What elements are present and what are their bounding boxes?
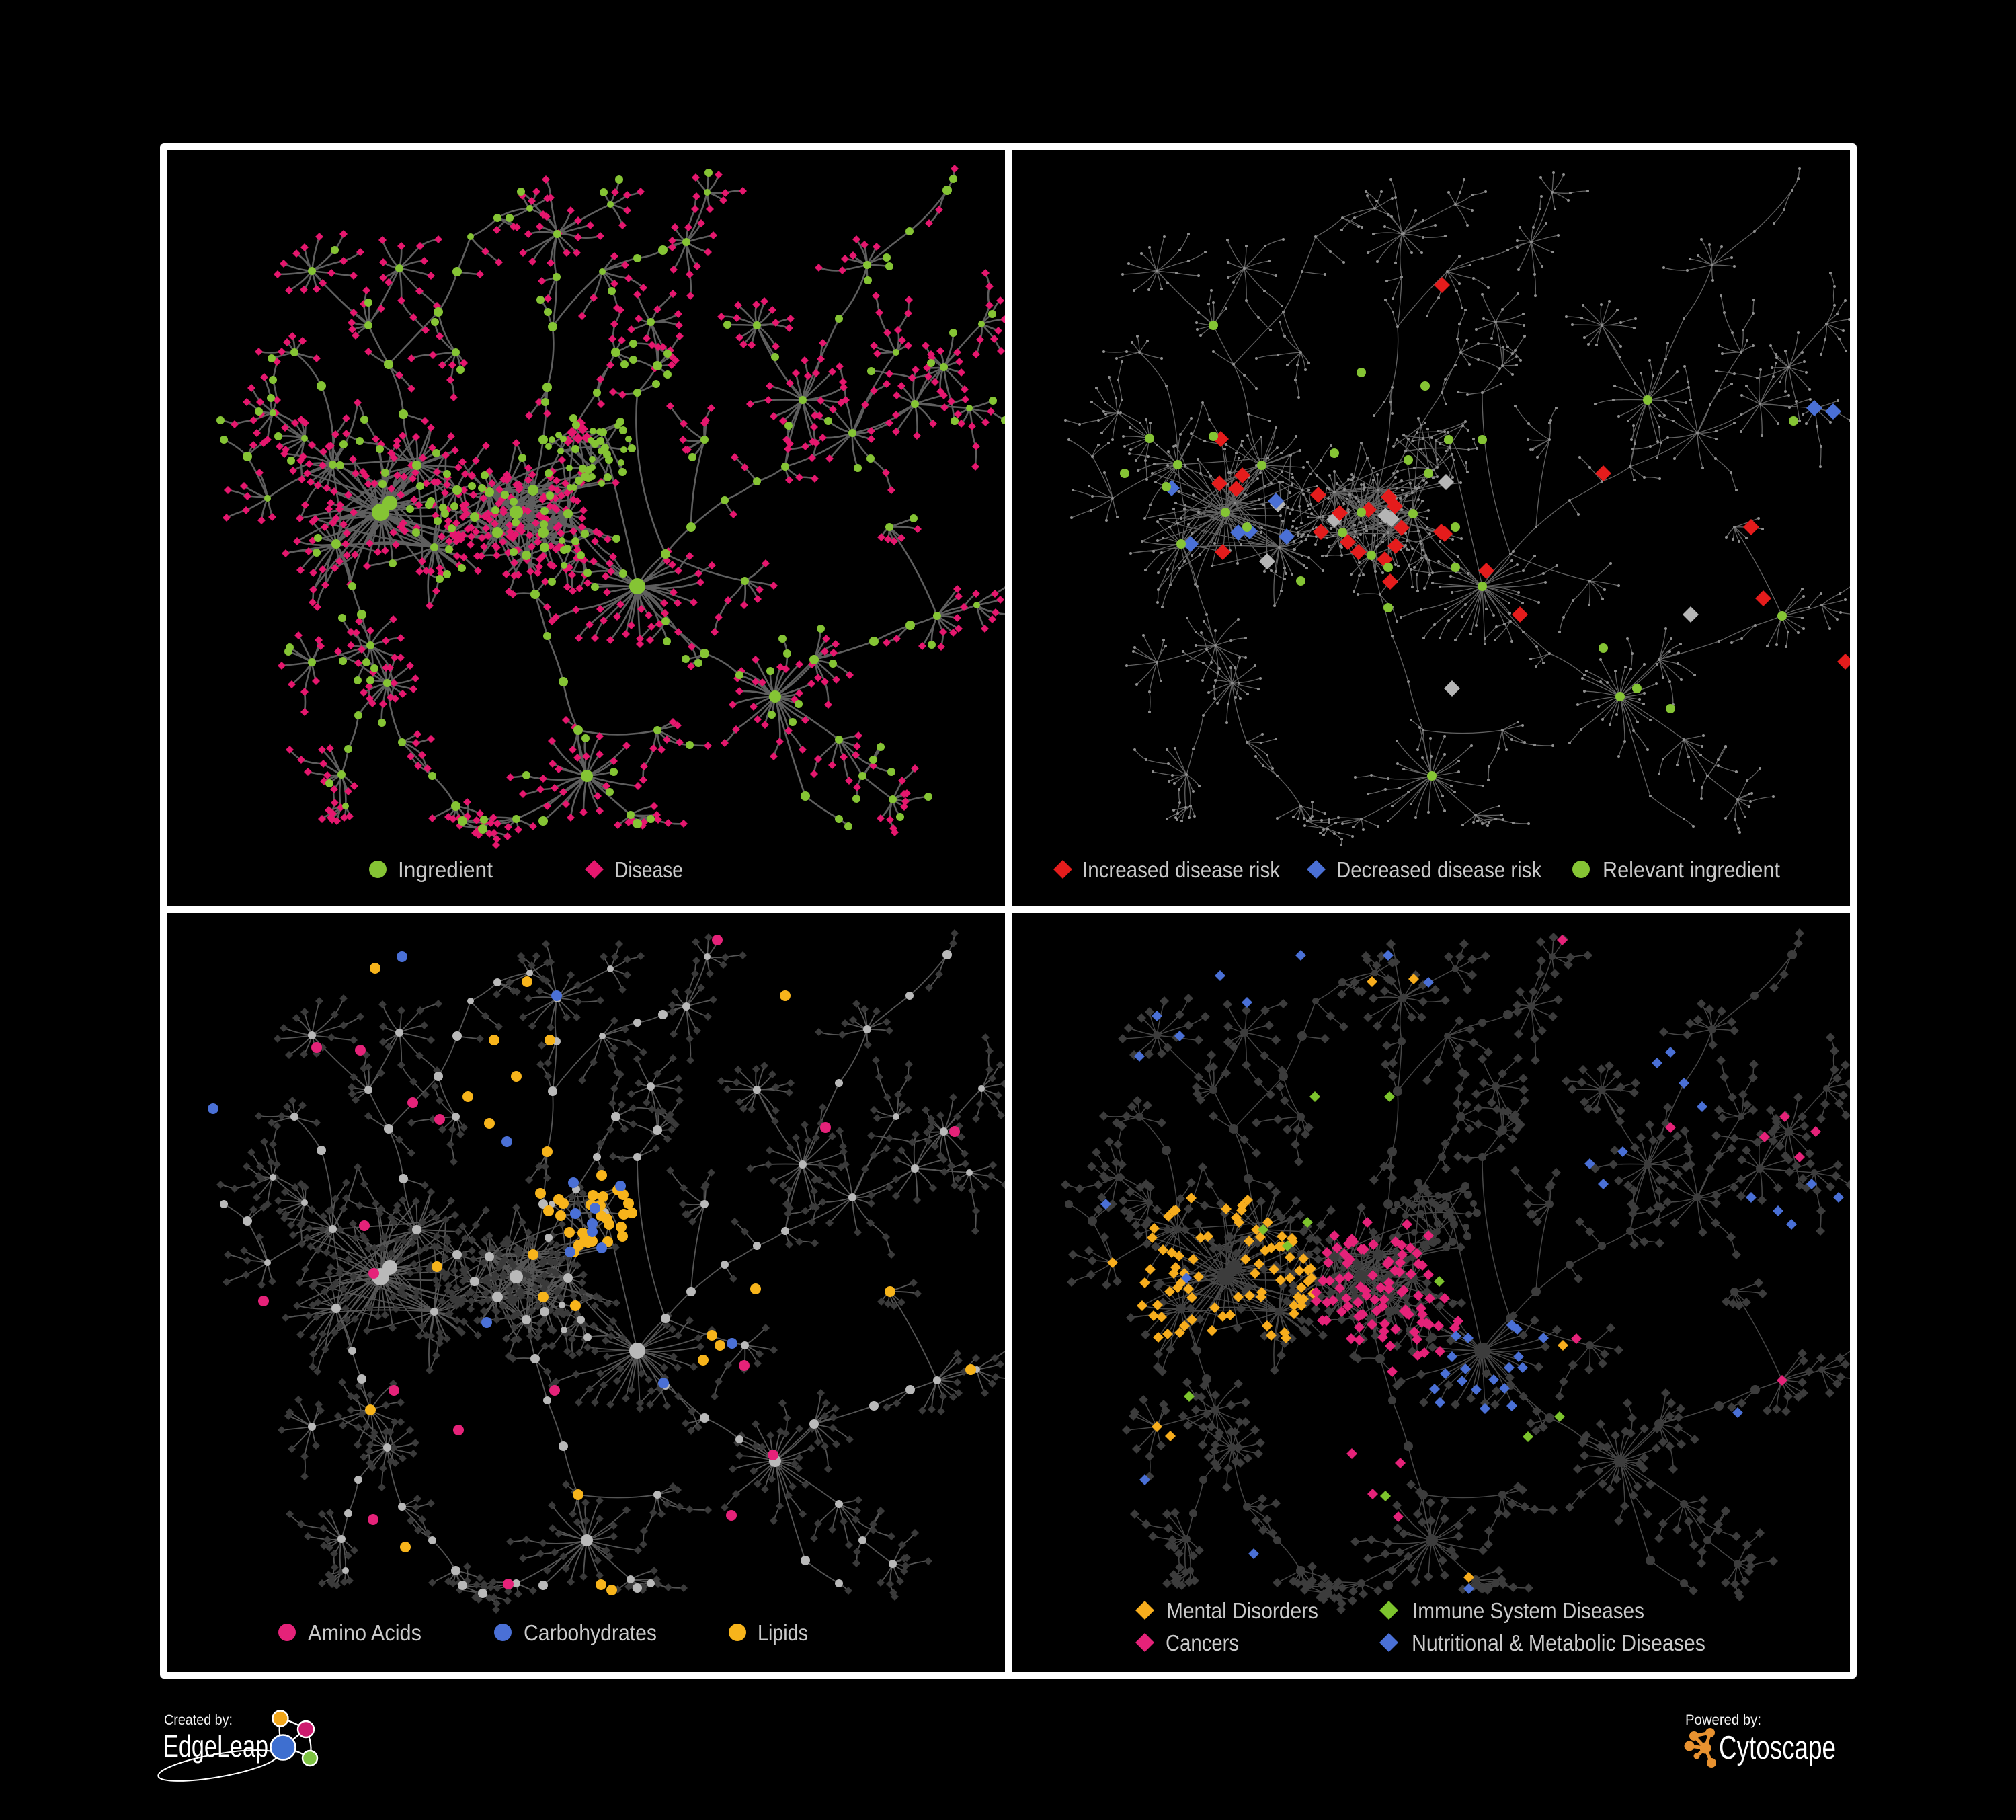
svg-text:Immune System Diseases: Immune System Diseases xyxy=(1412,1598,1644,1623)
svg-text:Disease: Disease xyxy=(614,857,683,882)
svg-text:Lipids: Lipids xyxy=(758,1620,808,1645)
svg-text:Amino Acids: Amino Acids xyxy=(308,1620,421,1645)
svg-text:Mental Disorders: Mental Disorders xyxy=(1166,1598,1318,1623)
svg-text:EdgeLeap: EdgeLeap xyxy=(163,1729,268,1764)
svg-text:Increased disease risk: Increased disease risk xyxy=(1082,857,1280,882)
svg-text:Powered by:: Powered by: xyxy=(1685,1712,1761,1728)
svg-text:Cytoscape: Cytoscape xyxy=(1719,1730,1836,1766)
svg-text:Nutritional & Metabolic Diseas: Nutritional & Metabolic Diseases xyxy=(1412,1630,1705,1655)
svg-text:Created by:: Created by: xyxy=(164,1712,233,1728)
svg-text:Ingredient: Ingredient xyxy=(398,857,493,882)
svg-text:Decreased disease risk: Decreased disease risk xyxy=(1336,857,1541,882)
svg-text:Carbohydrates: Carbohydrates xyxy=(524,1620,657,1645)
svg-text:Relevant ingredient: Relevant ingredient xyxy=(1603,857,1780,882)
svg-text:Cancers: Cancers xyxy=(1166,1630,1239,1655)
